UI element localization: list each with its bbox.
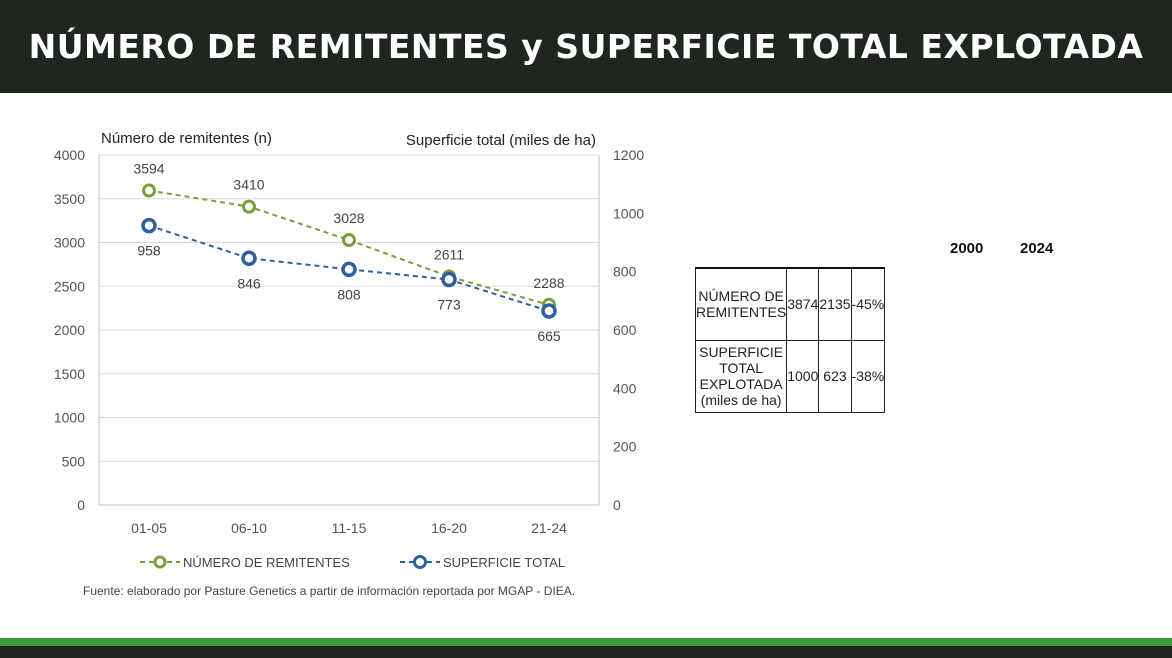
y-left-tick-label: 4000 [54, 147, 85, 163]
data-point [142, 183, 156, 198]
y-right-tick-label: 1000 [613, 205, 644, 221]
y-right-tick-label: 200 [613, 439, 637, 455]
y-right-tick-label: 0 [613, 497, 621, 513]
data-label: 958 [137, 243, 161, 259]
footer-dark-bar [0, 646, 1172, 658]
data-label: 773 [437, 297, 461, 313]
cell-value-2000: 3874 [786, 267, 820, 341]
cell-value-2000: 1000 [786, 339, 820, 413]
y-right-axis-title: Superficie total (miles de ha) [406, 132, 596, 149]
year-header-2024: 2024 [1020, 240, 1054, 257]
data-point [541, 303, 557, 319]
source-note: Fuente: elaborado por Pasture Genetics a… [83, 584, 576, 598]
y-left-tick-label: 1000 [54, 410, 85, 426]
data-label: 2611 [434, 247, 464, 263]
y-right-tick-label: 400 [613, 380, 637, 396]
y-right-tick-label: 1200 [613, 147, 644, 163]
series-line-remitentes [148, 189, 550, 306]
y-left-tick-label: 3500 [54, 191, 85, 207]
cell-value-2024: 2135 [818, 267, 852, 341]
cell-change: -45% [850, 267, 886, 341]
legend-marker [153, 555, 167, 569]
y-left-tick-label: 0 [77, 497, 85, 513]
data-point [441, 271, 457, 288]
header-bar: NÚMERO DE REMITENTES y SUPERFICIE TOTAL … [0, 0, 1172, 93]
footer-green-stripe [0, 638, 1172, 646]
data-label: 3410 [233, 177, 264, 193]
x-tick-label: 21-24 [531, 520, 567, 536]
y-left-axis-title: Número de remitentes (n) [101, 130, 272, 147]
legend-label: SUPERFICIE TOTAL [443, 555, 565, 570]
data-label: 808 [337, 286, 361, 302]
table-row: SUPERFICIE TOTAL EXPLOTADA (miles de ha)… [694, 339, 886, 413]
data-point [241, 250, 257, 266]
data-point [342, 233, 356, 248]
data-label: 3594 [133, 161, 164, 177]
data-label: 846 [237, 275, 261, 291]
year-header-2000: 2000 [950, 240, 984, 257]
data-label: 2288 [533, 275, 564, 291]
data-label: 3028 [333, 210, 364, 226]
legend-marker [413, 555, 427, 569]
y-right-tick-label: 600 [613, 322, 637, 338]
line-chart: 0 500 1000 1500 2000 2500 3000 3500 4000 0 200 400 6… [54, 130, 645, 570]
x-tick-label: 06-10 [231, 520, 267, 536]
y-left-tick-label: 3000 [54, 235, 85, 251]
row-label-remitentes: NÚMERO DE REMITENTES [694, 267, 788, 341]
summary-table: NÚMERO DE REMITENTES 3874 2135 -45% SUPE… [694, 267, 886, 413]
page-title: NÚMERO DE REMITENTES y SUPERFICIE TOTAL … [28, 27, 1144, 66]
table-row: NÚMERO DE REMITENTES 3874 2135 -45% [694, 267, 886, 341]
y-left-tick-label: 2500 [54, 278, 85, 294]
x-tick-label: 11-15 [332, 520, 367, 536]
y-left-tick-label: 1500 [54, 366, 85, 382]
y-right-tick-label: 800 [613, 264, 637, 280]
cell-change: -38% [850, 339, 886, 413]
data-point [141, 217, 157, 234]
data-point [341, 261, 357, 278]
y-left-tick-label: 500 [62, 453, 86, 469]
x-tick-label: 01-05 [131, 520, 167, 536]
data-label: 665 [537, 328, 561, 344]
cell-value-2024: 623 [818, 339, 852, 413]
x-tick-label: 16-20 [431, 520, 467, 536]
legend-label: NÚMERO DE REMITENTES [183, 555, 350, 570]
y-left-tick-label: 2000 [54, 322, 85, 338]
row-label-superficie: SUPERFICIE TOTAL EXPLOTADA (miles de ha) [694, 339, 788, 413]
data-point [242, 199, 256, 214]
